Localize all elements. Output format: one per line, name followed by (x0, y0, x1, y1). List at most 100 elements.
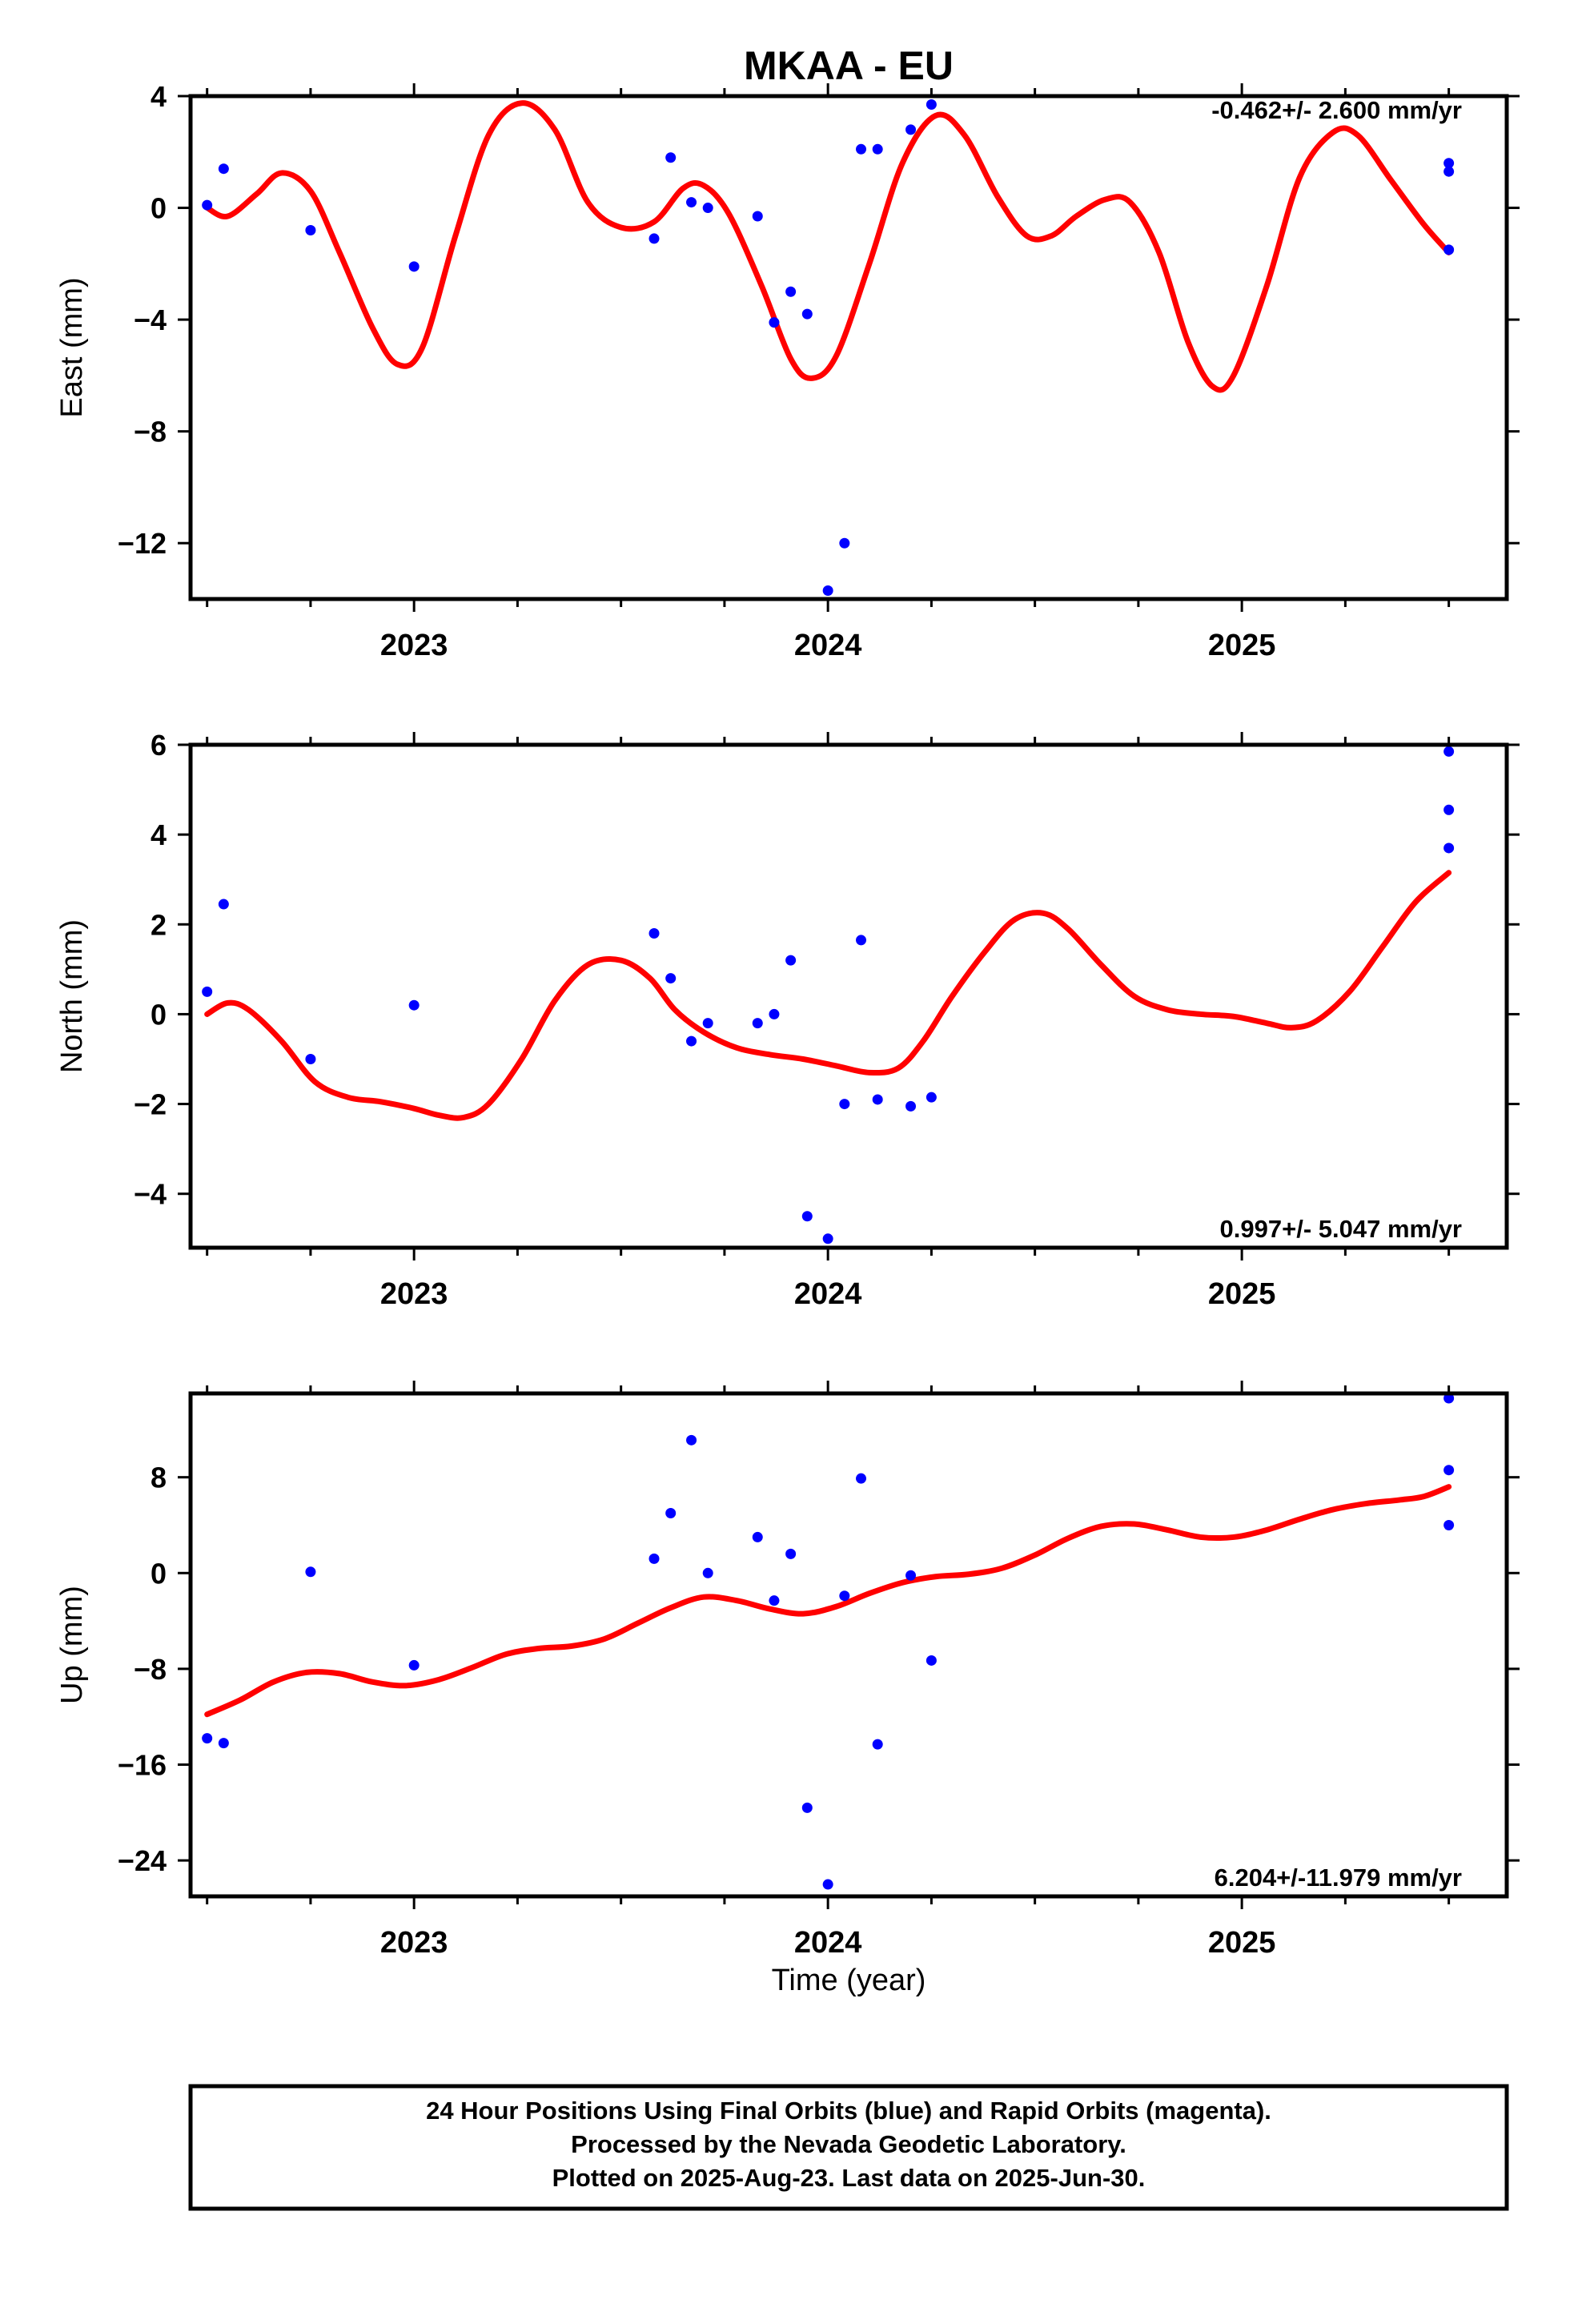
x-tick-label: 2025 (1208, 629, 1276, 662)
plot-data (202, 746, 1455, 1244)
data-point (408, 999, 420, 1011)
data-point (752, 1018, 763, 1029)
x-tick-label: 2023 (380, 1277, 448, 1311)
y-tick-label: 4 (151, 818, 167, 851)
data-point (1443, 804, 1455, 815)
data-point (1443, 1393, 1455, 1404)
footer-frame (188, 2084, 1509, 2211)
footer-line-3: Plotted on 2025-Aug-23. Last data on 202… (552, 2164, 1146, 2192)
data-point (702, 1567, 713, 1578)
data-point (408, 1659, 420, 1671)
x-tick-label: 2025 (1208, 1277, 1276, 1311)
data-point (822, 585, 833, 597)
x-tick-label: 2023 (380, 629, 448, 662)
data-point (785, 1548, 797, 1559)
data-point (839, 537, 850, 549)
data-point (839, 1590, 850, 1602)
data-point (686, 1434, 697, 1445)
data-point (905, 1570, 917, 1581)
data-point (872, 143, 883, 155)
y-ticks: 8 0 −8 −16 −24 (118, 1462, 1520, 1877)
data-point (872, 1739, 883, 1750)
data-point (408, 261, 420, 272)
x-axis-label: Time (year) (772, 1964, 926, 1997)
data-point (926, 1092, 937, 1103)
model-curve (204, 1484, 1452, 1718)
data-point (752, 211, 763, 222)
data-point (305, 1566, 316, 1578)
data-point (856, 1473, 867, 1484)
x-ticks: 2023 2024 2025 (206, 1381, 1451, 1960)
data-point (769, 1595, 780, 1606)
data-point (665, 1508, 677, 1519)
data-point (905, 1100, 917, 1112)
x-ticks: 2023 2024 2025 (206, 732, 1451, 1311)
y-tick-label: −4 (134, 304, 167, 336)
y-tick-label: −4 (134, 1178, 167, 1211)
data-point (905, 124, 917, 135)
data-point (785, 286, 797, 297)
data-point (202, 986, 213, 997)
plot-frame (188, 742, 1509, 1250)
data-point (769, 317, 780, 328)
data-point (218, 1738, 229, 1749)
y-tick-label: −12 (118, 527, 167, 560)
y-ticks: 6 4 2 0 −2 −4 (134, 729, 1520, 1211)
y-tick-label: 4 (151, 80, 167, 113)
y-tick-label: 0 (151, 998, 167, 1031)
north-panel: 2023 2024 2025 6 4 2 0 −2 −4 North (mm) 0.997+/- 5… (55, 729, 1520, 1311)
data-point (1443, 244, 1455, 255)
data-point (648, 928, 660, 939)
data-point (218, 899, 229, 910)
data-point (686, 1035, 697, 1047)
data-point (769, 1008, 780, 1019)
data-point (1443, 158, 1455, 169)
data-point (856, 143, 867, 155)
data-point (665, 973, 677, 984)
y-tick-label: 0 (151, 1557, 167, 1590)
y-ticks: 4 0 −4 −8 −12 (118, 80, 1520, 560)
velocity-rate-label: 6.204+/-11.979 mm/yr (1215, 1864, 1462, 1892)
y-tick-label: 0 (151, 192, 167, 225)
data-point (785, 955, 797, 966)
data-point (1443, 1519, 1455, 1530)
x-tick-label: 2024 (794, 1926, 862, 1960)
data-point (822, 1233, 833, 1244)
y-tick-label: 8 (151, 1462, 167, 1494)
plot-frame (188, 1391, 1509, 1899)
velocity-rate-label: -0.462+/- 2.600 mm/yr (1211, 96, 1462, 124)
data-point (305, 224, 316, 235)
data-point (202, 199, 213, 211)
y-axis-label: East (mm) (55, 277, 89, 417)
y-tick-label: −8 (134, 1653, 167, 1686)
data-point (839, 1099, 850, 1110)
data-point (752, 1531, 763, 1542)
data-point (872, 1094, 883, 1105)
data-point (218, 163, 229, 175)
data-point (926, 1655, 937, 1666)
y-tick-label: 6 (151, 729, 167, 762)
x-tick-label: 2025 (1208, 1926, 1276, 1960)
y-tick-label: 2 (151, 908, 167, 941)
model-curve (204, 870, 1452, 1121)
data-point (305, 1054, 316, 1064)
data-point (856, 935, 867, 946)
data-point (648, 1553, 660, 1564)
y-tick-label: −24 (118, 1844, 167, 1877)
plot-data (202, 99, 1455, 597)
data-point (1443, 746, 1455, 757)
velocity-rate-label: 0.997+/- 5.047 mm/yr (1220, 1215, 1462, 1243)
data-point (801, 308, 813, 320)
y-tick-label: −8 (134, 416, 167, 448)
footer-box: 24 Hour Positions Using Final Orbits (bl… (188, 2084, 1509, 2211)
plot-data (202, 1393, 1455, 1890)
up-panel: 2023 2024 2025 8 0 −8 −16 −24 Up (mm) 6.204+/-11.… (55, 1381, 1520, 1960)
y-tick-label: −16 (118, 1749, 167, 1782)
data-point (702, 203, 713, 214)
x-tick-label: 2024 (794, 629, 862, 662)
plot-frame (188, 94, 1509, 601)
footer-line-1: 24 Hour Positions Using Final Orbits (bl… (426, 2097, 1271, 2125)
data-point (822, 1879, 833, 1890)
data-point (702, 1018, 713, 1029)
data-point (801, 1802, 813, 1813)
